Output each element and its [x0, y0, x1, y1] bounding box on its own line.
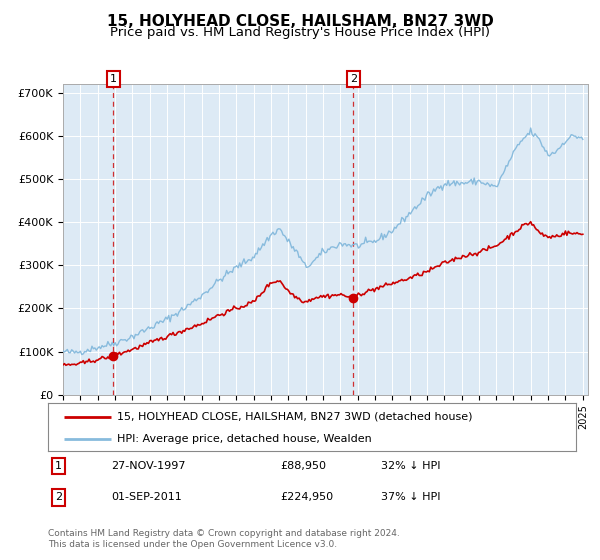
Text: 32% ↓ HPI: 32% ↓ HPI — [380, 461, 440, 471]
Text: 27-NOV-1997: 27-NOV-1997 — [112, 461, 186, 471]
Text: £88,950: £88,950 — [280, 461, 326, 471]
Text: HPI: Average price, detached house, Wealden: HPI: Average price, detached house, Weal… — [116, 434, 371, 444]
Text: 2: 2 — [350, 74, 357, 84]
Text: 15, HOLYHEAD CLOSE, HAILSHAM, BN27 3WD: 15, HOLYHEAD CLOSE, HAILSHAM, BN27 3WD — [107, 14, 493, 29]
Text: £224,950: £224,950 — [280, 492, 334, 502]
Text: Contains HM Land Registry data © Crown copyright and database right 2024.
This d: Contains HM Land Registry data © Crown c… — [48, 529, 400, 549]
Text: 1: 1 — [55, 461, 62, 471]
Text: 15, HOLYHEAD CLOSE, HAILSHAM, BN27 3WD (detached house): 15, HOLYHEAD CLOSE, HAILSHAM, BN27 3WD (… — [116, 412, 472, 422]
Text: 2: 2 — [55, 492, 62, 502]
Text: Price paid vs. HM Land Registry's House Price Index (HPI): Price paid vs. HM Land Registry's House … — [110, 26, 490, 39]
Text: 37% ↓ HPI: 37% ↓ HPI — [380, 492, 440, 502]
Text: 01-SEP-2011: 01-SEP-2011 — [112, 492, 182, 502]
Text: 1: 1 — [110, 74, 117, 84]
